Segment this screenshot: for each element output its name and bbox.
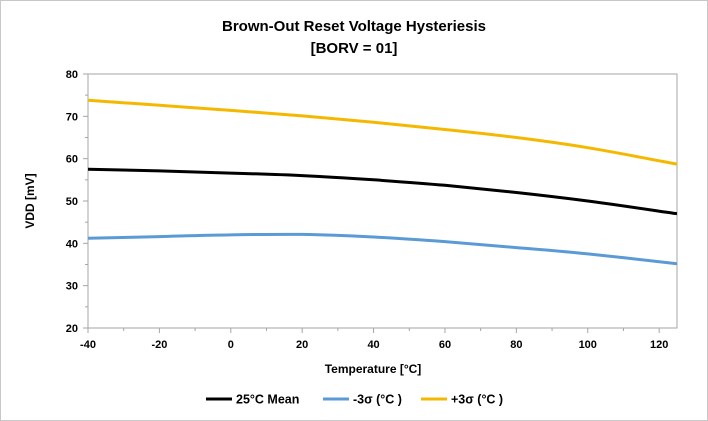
y-tick-label: 80 (66, 69, 78, 81)
x-tick-label: 40 (367, 339, 379, 351)
tick-labels: 20 30 40 50 60 70 80 -40 -20 0 20 40 60 80 100 120 (66, 69, 669, 351)
series-line-minus-3-sigma (87, 232, 678, 266)
x-tick-label: 20 (296, 339, 308, 351)
chart-title: Brown-Out Reset Voltage Hysteriesis (222, 18, 486, 35)
x-tick-label: 80 (510, 339, 522, 351)
series-line-plus-3-sigma (87, 98, 678, 166)
y-tick-label: 70 (66, 111, 78, 123)
y-tick-label: 30 (66, 281, 78, 293)
y-axis-title: VDD [mV] (23, 173, 37, 228)
series-line-mean-25c (87, 167, 678, 216)
axes (83, 73, 678, 333)
chart-subtitle: [BORV = 01] (311, 40, 398, 57)
legend: 25°C Mean -3σ (°C ) +3σ (°C ) (206, 393, 503, 407)
x-tick-label: -20 (151, 339, 167, 351)
x-tick-label: 60 (439, 339, 451, 351)
legend-label-minus-3-sigma: -3σ (°C ) (353, 393, 402, 407)
x-tick-label: 120 (650, 339, 668, 351)
x-axis-title: Temperature [°C] (325, 362, 422, 376)
series-layer (87, 98, 678, 266)
y-tick-label: 60 (66, 154, 78, 166)
y-tick-label: 40 (66, 238, 78, 250)
x-tick-label: -40 (80, 339, 96, 351)
x-tick-label: 0 (228, 339, 234, 351)
x-tick-label: 100 (579, 339, 597, 351)
legend-label-plus-3-sigma: +3σ (°C ) (451, 393, 503, 407)
y-tick-label: 50 (66, 196, 78, 208)
legend-label-mean-25c: 25°C Mean (236, 393, 299, 407)
y-tick-label: 20 (66, 323, 78, 335)
